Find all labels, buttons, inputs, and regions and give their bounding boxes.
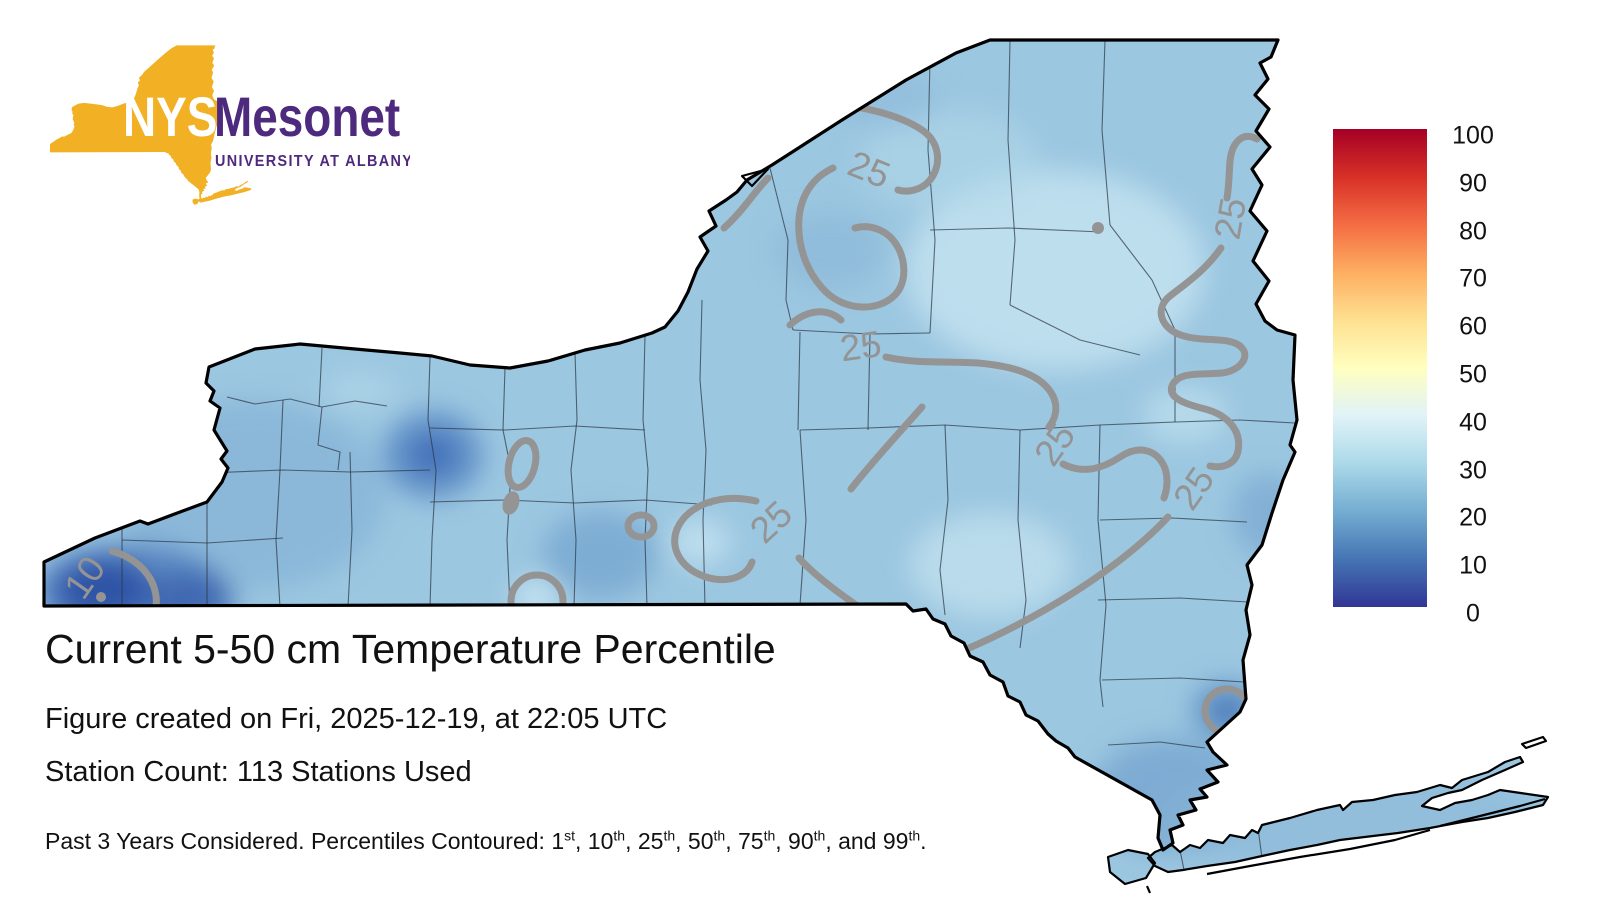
colorbar-tick-label: 90 (1459, 169, 1487, 198)
colorbar-tick-label: 0 (1466, 599, 1480, 628)
station-count: Station Count: 113 Stations Used (45, 756, 472, 788)
percentiles-footnote: Past 3 Years Considered. Percentiles Con… (45, 827, 927, 854)
contour-label: 25 (1207, 195, 1255, 243)
state-outline (42, 38, 1550, 894)
colorbar-tick-label: 60 (1459, 312, 1487, 341)
logo-university-text: UNIVERSITY AT ALBANY (215, 152, 410, 170)
small-inlet-mark (1145, 885, 1152, 894)
colorbar-tick-label: 30 (1459, 456, 1487, 485)
colorbar-tick-label: 70 (1459, 264, 1487, 293)
contour-label: 25 (837, 323, 883, 369)
logo-nys-text: NYS (123, 86, 217, 148)
colorbar-tick-label: 50 (1459, 360, 1487, 389)
colorbar-tick-label: 100 (1452, 121, 1494, 150)
colorbar-tick-label: 10 (1459, 551, 1487, 580)
nys-mesonet-logo: NYS Mesonet UNIVERSITY AT ALBANY (50, 45, 410, 205)
long-island-outline (1146, 755, 1550, 874)
percentile-colorbar (1333, 129, 1427, 607)
logo-mesonet-text: Mesonet (214, 86, 400, 148)
fishers-island (1520, 735, 1548, 750)
colorbar-tick-label: 80 (1459, 217, 1487, 246)
barrier-island-west (1206, 828, 1431, 876)
staten-island-outline (1106, 848, 1157, 886)
colorbar-tick-label: 40 (1459, 408, 1487, 437)
colorbar-tick-label: 20 (1459, 503, 1487, 532)
barrier-island-east (1439, 797, 1546, 828)
created-timestamp: Figure created on Fri, 2025-12-19, at 22… (45, 703, 668, 735)
figure-title: Current 5-50 cm Temperature Percentile (45, 626, 776, 672)
point-peninsula (740, 167, 770, 188)
county-boundaries (121, 40, 1296, 871)
